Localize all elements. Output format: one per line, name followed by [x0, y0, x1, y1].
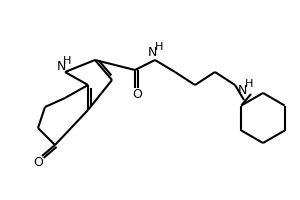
- Text: N: N: [56, 60, 66, 73]
- Text: N: N: [147, 46, 157, 60]
- Text: N: N: [237, 84, 247, 97]
- Text: O: O: [33, 156, 43, 168]
- Text: H: H: [245, 79, 253, 89]
- Text: O: O: [132, 88, 142, 102]
- Text: H: H: [155, 42, 163, 52]
- Text: H: H: [63, 56, 71, 66]
